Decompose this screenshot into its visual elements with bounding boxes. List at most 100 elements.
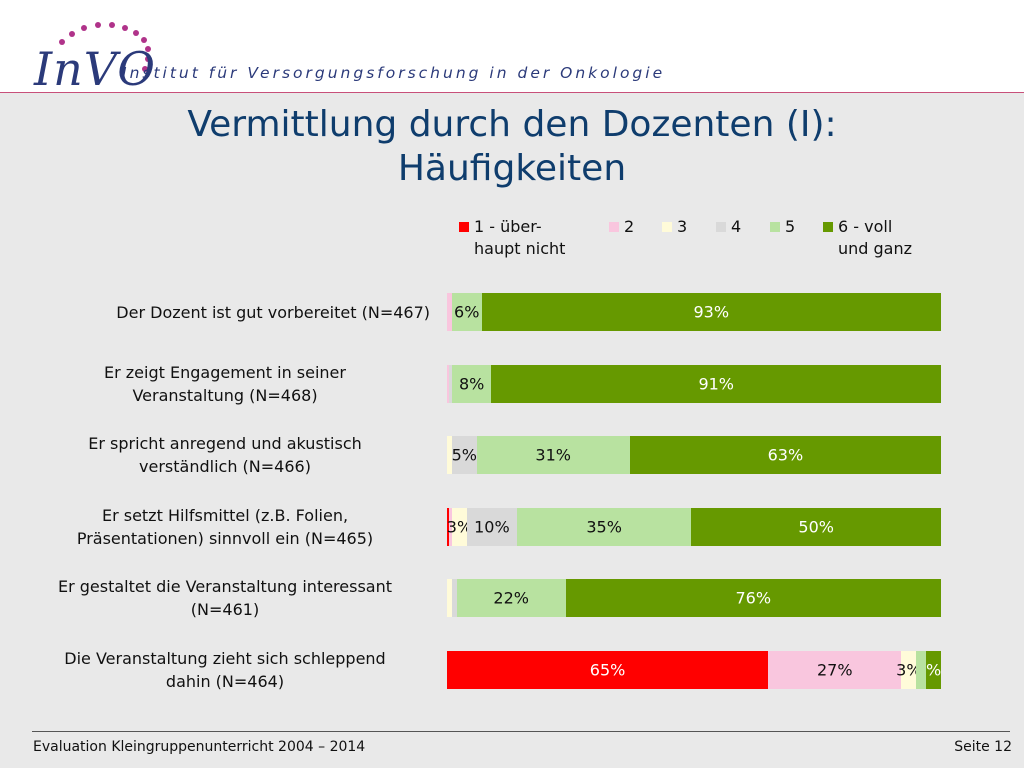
footer-left-text: Evaluation Kleingruppenunterricht 2004 –… — [33, 739, 366, 755]
bar-segment-4-1 — [447, 507, 450, 546]
legend-item-4: 4 — [716, 216, 741, 238]
bar-segment-2-6: 91% — [491, 364, 941, 403]
legend-label-6: 6 - voll und ganz — [838, 216, 912, 260]
legend-item-6: 6 - voll und ganz — [823, 216, 912, 260]
legend-label-line1: 2 — [624, 217, 635, 236]
data-label: 93% — [693, 302, 730, 322]
bar-segment-6-3: 3% — [896, 650, 922, 689]
data-label: 63% — [767, 445, 804, 465]
legend-label-line2: haupt nicht — [474, 239, 566, 258]
legend-label-3: 3 — [677, 216, 687, 238]
data-label: 5% — [451, 445, 477, 465]
legend-swatch-1 — [459, 222, 469, 232]
legend-label-line1: 4 — [731, 217, 742, 236]
bar-segment-6-5 — [916, 650, 927, 689]
data-label: 91% — [698, 374, 734, 393]
legend-label-line1: 5 — [785, 217, 796, 236]
bar-segment-2-2 — [447, 364, 450, 403]
slide-title-line1: Vermittlung durch den Dozenten (I): — [187, 104, 837, 145]
category-label-4: Er setzt Hilfsmittel (z.B. Folien, Präsen… — [20, 504, 430, 550]
bar-segment-5-6: 76% — [565, 579, 941, 617]
category-label-line1: Der Dozent ist gut vorbereitet (N=467) — [116, 302, 430, 322]
data-label: 31% — [535, 445, 571, 465]
bar-segment-1-2 — [447, 293, 452, 331]
category-label-line2: Veranstaltung (N=468) — [132, 385, 318, 405]
bar-segment-3-5: 31% — [476, 436, 630, 474]
data-label: 10% — [474, 517, 510, 536]
category-label-line2: verständlich (N=466) — [139, 457, 311, 476]
header: InVO Institut für Versorgungsforschung i… — [0, 0, 1024, 96]
bar-row-2: 8% 91% — [447, 364, 941, 403]
category-label-line1: Er spricht anregend und akustisch — [88, 434, 362, 453]
bar-segment-1-5: 6% — [451, 293, 482, 331]
bar-segment-5-5: 22% — [456, 579, 566, 617]
bar-segment-4-5: 35% — [516, 507, 692, 546]
legend-label-4: 4 — [731, 216, 741, 238]
legend-swatch-3 — [662, 222, 672, 232]
data-label: 27% — [817, 660, 853, 679]
legend-swatch-2 — [609, 222, 619, 232]
bar-segment-4-4: 10% — [466, 507, 517, 546]
chart-legend: 1 - über-haupt nicht 2 3 4 5 6 - voll und ganz — [0, 216, 1024, 266]
category-label-line1: Er setzt Hilfsmittel (z.B. Folien, — [101, 505, 349, 525]
slide-title-line2: Häufigkeiten — [397, 148, 627, 189]
bar-row-6: 65% 27% 3%% — [447, 650, 942, 689]
legend-label-line1: 3 — [677, 217, 688, 236]
legend-label-5: 5 — [785, 216, 795, 238]
bar-segment-5-3 — [447, 579, 452, 617]
logo-dots-icon — [59, 22, 151, 72]
footer-divider — [32, 731, 1010, 732]
legend-swatch-5 — [770, 222, 780, 232]
data-label: 65% — [589, 660, 626, 679]
slide-title: Vermittlung durch den Dozenten (I): Häuf… — [0, 103, 1024, 191]
category-label-3: Er spricht anregend und akustisch verstän… — [20, 432, 430, 478]
data-label: 76% — [735, 588, 772, 608]
legend-swatch-6 — [823, 222, 833, 232]
bar-segment-3-3 — [447, 436, 452, 474]
bar-row-4: 3% 10% 35% 50% — [447, 507, 941, 546]
category-label-line1: Er gestaltet die Veranstaltung interessa… — [57, 577, 393, 596]
bar-row-1: 6% 93% — [447, 293, 941, 331]
bar-row-3: 5% 31% 63% — [447, 436, 941, 474]
category-label-line2: dahin (N=464) — [165, 671, 285, 691]
legend-label-line1: 6 - voll — [838, 217, 893, 236]
legend-label-2: 2 — [624, 216, 634, 238]
logo-wordmark: InVO — [34, 42, 156, 96]
bar-segment-6-2: 27% — [768, 650, 902, 689]
bar-segment-2-5: 8% — [451, 364, 492, 403]
data-label: 6% — [454, 302, 480, 322]
category-label-6: Die Veranstaltung zieht sich schleppend d… — [20, 647, 430, 693]
legend-label-line2: und ganz — [838, 239, 913, 258]
data-label: 8% — [458, 374, 485, 393]
category-label-1: Der Dozent ist gut vorbereitet (N=467) — [20, 301, 430, 324]
category-label-line2: (N=461) — [190, 600, 260, 619]
bar-segment-6-1: 65% — [447, 650, 769, 689]
legend-label-1: 1 - über-haupt nicht — [474, 216, 565, 260]
bar-segment-4-3: 3% — [447, 507, 472, 546]
legend-item-1: 1 - über-haupt nicht — [459, 216, 565, 260]
category-label-line1: Er zeigt Engagement in seiner — [104, 362, 346, 382]
legend-item-2: 2 — [609, 216, 634, 238]
header-divider — [0, 92, 1024, 93]
bar-segment-5-4 — [451, 579, 457, 617]
data-label: 50% — [798, 517, 834, 536]
category-label-line2: Präsentationen) sinnvoll ein (N=465) — [76, 528, 374, 548]
data-label: % — [925, 660, 942, 679]
data-label: 3% — [446, 517, 473, 536]
bar-segment-3-6: 63% — [629, 436, 941, 474]
invo-logo: InVO Institut für Versorgungsforschung i… — [30, 20, 670, 96]
bar-segment-2-4 — [449, 364, 452, 403]
data-label: 35% — [586, 517, 622, 536]
bar-segment-4-2 — [449, 507, 452, 546]
bar-row-5: 22% 76% — [447, 579, 941, 617]
legend-swatch-4 — [716, 222, 726, 232]
bar-segment-1-6: 93% — [481, 293, 941, 331]
category-label-line1: Die Veranstaltung zieht sich schleppend — [64, 648, 386, 668]
page-number: Seite 12 — [954, 739, 1012, 755]
logo-tagline: Institut für Versorgungsforschung in der… — [122, 64, 666, 82]
legend-item-3: 3 — [662, 216, 687, 238]
category-label-5: Er gestaltet die Veranstaltung interessa… — [20, 575, 430, 621]
data-label: 3% — [896, 660, 922, 679]
bar-segment-4-6: 50% — [691, 507, 941, 546]
category-label-2: Er zeigt Engagement in seiner Veranstaltu… — [20, 361, 430, 407]
